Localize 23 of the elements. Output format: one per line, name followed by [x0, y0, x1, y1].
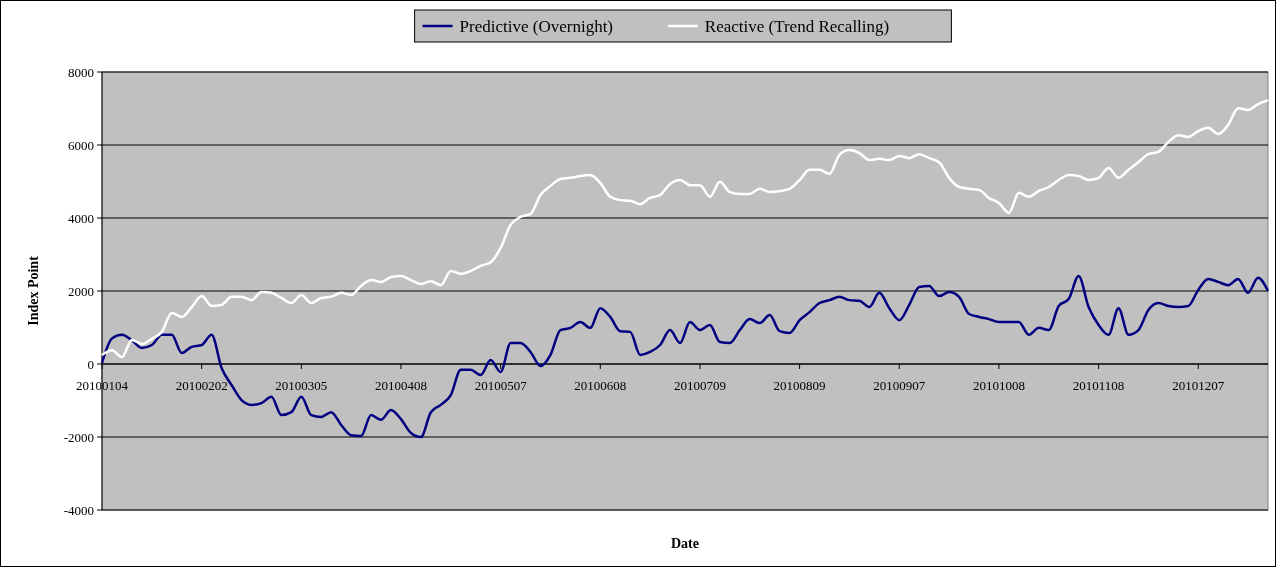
y-axis-title: Index Point — [26, 255, 41, 326]
x-tick-label: 20100907 — [873, 378, 926, 393]
x-axis-title: Date — [671, 536, 699, 551]
y-tick-label: -4000 — [63, 502, 94, 518]
x-tick-label: 20101108 — [1072, 378, 1125, 393]
x-tick-label: 20100709 — [673, 378, 726, 393]
y-tick-label: 8000 — [68, 64, 94, 80]
legend-label: Predictive (Overnight) — [459, 16, 614, 36]
y-tick-label: 0 — [87, 356, 94, 372]
x-tick-label: 20100202 — [175, 378, 228, 393]
y-tick-label: -2000 — [63, 429, 94, 445]
x-tick-label: 20101008 — [972, 378, 1025, 393]
x-tick-label: 20100305 — [275, 378, 328, 393]
x-tick-label: 20100408 — [374, 378, 427, 393]
x-tick-label: 20101207 — [1172, 378, 1225, 393]
x-tick-label: 20100809 — [773, 378, 826, 393]
x-tick-label: 20100608 — [574, 378, 627, 393]
line-series — [100, 98, 1270, 359]
x-tick-label: 20100507 — [474, 378, 528, 393]
legend-label: Reactive (Trend Recalling) — [704, 16, 890, 36]
y-tick-label: 6000 — [68, 137, 94, 153]
y-tick-label: 2000 — [68, 283, 94, 299]
y-tick-label: 4000 — [68, 210, 94, 226]
